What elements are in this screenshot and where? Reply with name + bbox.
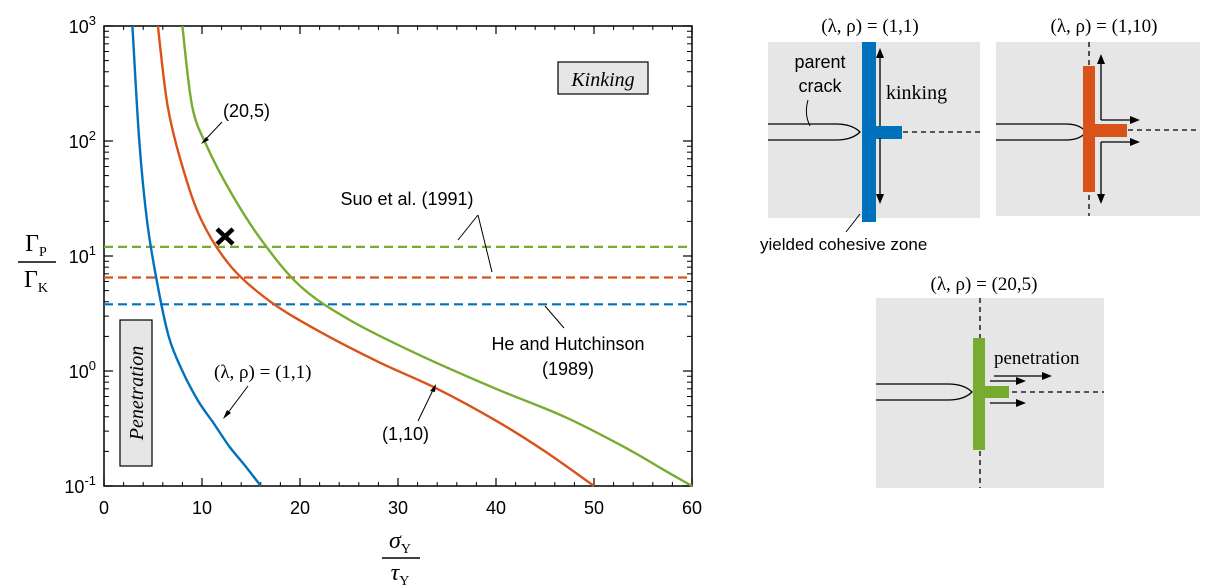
panel-c-title: (λ, ρ) = (20,5) — [931, 274, 1038, 295]
suo-label: Suo et al. (1991) — [340, 189, 473, 209]
penetration-region-label: Penetration — [126, 346, 148, 441]
yielded-label: yielded cohesive zone — [760, 235, 927, 254]
y-tick-label: 102 — [69, 128, 96, 152]
series-layer — [104, 25, 693, 488]
x-tick-label: 40 — [486, 498, 506, 518]
x-tick-label: 30 — [388, 498, 408, 518]
y-tick-label: 101 — [69, 243, 96, 267]
axes-layer: 0 10 20 30 40 50 60 10-1 100 101 102 103 — [64, 13, 702, 518]
he-label-line2: (1989) — [542, 359, 594, 379]
y-tick-label: 10-1 — [64, 473, 96, 497]
schematic-panel-b: (λ, ρ) = (1,10) — [996, 16, 1200, 216]
kinking-region-label: Kinking — [570, 69, 634, 91]
panel-a-title: (λ, ρ) = (1,1) — [821, 16, 918, 37]
curve-label-1-10: (1,10) — [382, 424, 429, 444]
x-tick-label: 50 — [584, 498, 604, 518]
y-axis-label: ΓP ΓK — [18, 231, 56, 296]
penetration-box: Penetration — [119, 319, 153, 467]
curve-label-20-5: (20,5) — [223, 101, 270, 121]
x-tick-label: 60 — [682, 498, 702, 518]
svg-text:τY: τY — [391, 560, 410, 588]
svg-text:σY: σY — [389, 528, 411, 557]
kinking-box: Kinking — [557, 61, 649, 95]
curve-label-1-1: (λ, ρ) = (1,1) — [214, 362, 311, 383]
series-line-1 — [156, 25, 595, 487]
x-axis-label: σY τY — [382, 528, 420, 588]
schematic-panel-a: (λ, ρ) = (1,1) parent crack kinking yiel… — [760, 16, 980, 254]
x-tick-label: 0 — [99, 498, 109, 518]
schematic-panel-c: (λ, ρ) = (20,5) penetration — [876, 274, 1104, 488]
kinking-label: kinking — [886, 82, 947, 104]
panel-b-title: (λ, ρ) = (1,10) — [1051, 16, 1158, 37]
penetration-label: penetration — [994, 348, 1080, 369]
svg-text:ΓK: ΓK — [24, 267, 48, 296]
parent-label-1: parent — [794, 52, 845, 72]
marker-x — [215, 227, 235, 246]
svg-text:ΓP: ΓP — [25, 231, 47, 260]
plot-frame — [103, 25, 693, 487]
series-line-0 — [131, 25, 262, 487]
parent-label-2: crack — [798, 76, 842, 96]
he-label-line1: He and Hutchinson — [491, 334, 644, 354]
series-line-2 — [181, 25, 693, 488]
y-tick-label: 103 — [69, 13, 96, 37]
y-tick-label: 100 — [69, 358, 96, 382]
x-tick-label: 20 — [290, 498, 310, 518]
x-tick-label: 10 — [192, 498, 212, 518]
